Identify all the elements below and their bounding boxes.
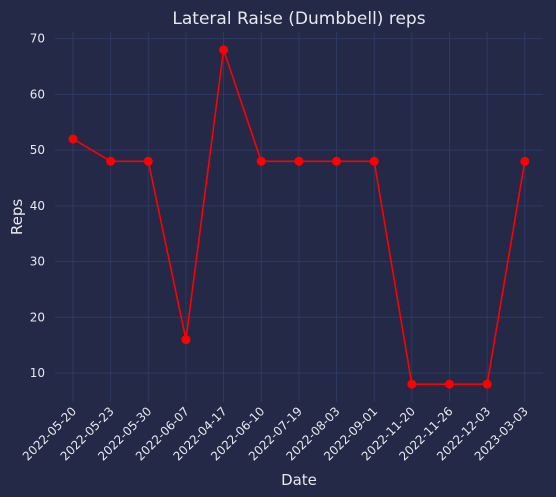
data-point	[407, 379, 417, 389]
data-point	[369, 156, 379, 166]
y-tick-label: 50	[30, 143, 45, 157]
data-point	[181, 335, 191, 345]
data-point	[445, 379, 454, 389]
data-point	[332, 156, 342, 166]
y-tick-label: 40	[30, 199, 45, 213]
data-point	[106, 156, 116, 166]
data-point	[256, 156, 266, 166]
data-point	[520, 156, 530, 166]
y-tick-label: 70	[30, 32, 45, 46]
y-tick-label: 10	[30, 366, 45, 380]
data-point	[143, 156, 153, 166]
data-point	[68, 134, 78, 144]
y-axis-title: Reps	[8, 199, 26, 235]
x-axis-title: Date	[281, 471, 317, 489]
x-tick-layer: 2022-05-202022-05-232022-05-302022-06-07…	[20, 404, 531, 463]
data-point	[294, 156, 304, 166]
y-tick-label: 20	[30, 310, 45, 324]
chart-title: Lateral Raise (Dumbbell) reps	[172, 9, 425, 29]
data-point	[482, 379, 492, 389]
y-tick-layer: 10 20 30 40 50 60 70	[30, 32, 45, 380]
y-tick-label: 30	[30, 255, 45, 269]
data-point	[219, 45, 229, 55]
grid-layer	[55, 32, 543, 402]
y-tick-label: 60	[30, 87, 45, 101]
series-layer	[68, 45, 530, 389]
